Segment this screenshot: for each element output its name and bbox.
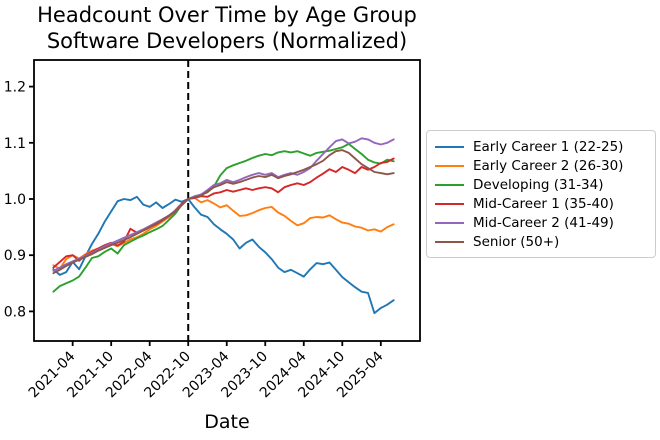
series-line-senior-50	[52, 149, 395, 275]
legend-line-swatch	[435, 240, 464, 243]
y-tick-label: 0.9	[4, 248, 26, 264]
legend-item: Mid-Career 2 (41-49)	[435, 213, 649, 232]
chart-title: Headcount Over Time by Age Group Softwar…	[34, 2, 420, 54]
axes-frame	[33, 59, 421, 342]
legend-item: Developing (31-34)	[435, 176, 649, 195]
legend-label: Mid-Career 2 (41-49)	[473, 214, 614, 231]
legend-label: Early Career 2 (26-30)	[473, 158, 624, 175]
chart-title-line2: Software Developers (Normalized)	[46, 29, 408, 53]
series-line-developing-31-34	[52, 142, 395, 293]
y-tick-label: 1.1	[4, 136, 26, 152]
legend-line-swatch	[435, 146, 464, 149]
chart-title-line1: Headcount Over Time by Age Group	[37, 3, 417, 27]
legend-label: Developing (31-34)	[473, 177, 604, 194]
legend-label: Early Career 1 (22-25)	[473, 139, 624, 156]
series-line-mid-career-2-41-49	[52, 137, 395, 272]
x-axis-label: Date	[204, 411, 249, 433]
legend-line-swatch	[435, 221, 464, 224]
legend-item: Early Career 2 (26-30)	[435, 157, 649, 176]
legend-label: Mid-Career 1 (35-40)	[473, 195, 614, 212]
legend-label: Senior (50+)	[473, 233, 560, 250]
y-tick-label: 1.0	[4, 192, 26, 208]
series-line-early-career-1-22-25	[52, 195, 395, 315]
y-tick-label: 1.2	[4, 80, 26, 96]
legend-line-swatch	[435, 184, 464, 187]
legend-item: Mid-Career 1 (35-40)	[435, 194, 649, 213]
legend-item: Senior (50+)	[435, 232, 649, 251]
series-line-early-career-2-26-30	[52, 196, 395, 270]
legend: Early Career 1 (22-25) Early Career 2 (26…	[426, 130, 656, 258]
legend-line-swatch	[435, 202, 464, 205]
legend-item: Early Career 1 (22-25)	[435, 138, 649, 157]
y-tick-label: 0.8	[4, 304, 26, 320]
legend-line-swatch	[435, 165, 464, 168]
